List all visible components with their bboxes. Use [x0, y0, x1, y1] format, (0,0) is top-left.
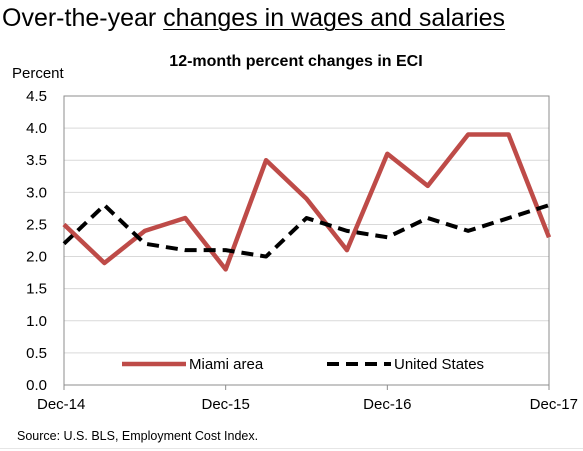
- data-point: [466, 229, 470, 233]
- data-point: [385, 152, 389, 156]
- data-point: [345, 248, 349, 252]
- y-tick-label: 4.0: [26, 120, 47, 137]
- x-tick-label: Dec-15: [201, 396, 249, 413]
- data-point: [466, 133, 470, 137]
- data-point: [183, 216, 187, 220]
- y-tick-label: 2.5: [26, 216, 47, 233]
- legend-label: Miami area: [189, 356, 264, 373]
- y-tick-label: 3.0: [26, 184, 47, 201]
- series-line: [62, 203, 550, 259]
- data-point: [305, 216, 309, 220]
- x-tick-label: Dec-17: [530, 396, 578, 413]
- data-point: [426, 216, 430, 220]
- data-point: [264, 255, 268, 259]
- legend-label: United States: [394, 356, 484, 373]
- legend: Miami area United States: [122, 356, 484, 373]
- footer-divider: [0, 448, 583, 449]
- slide-title-emphasis: changes in wages and salaries: [163, 4, 506, 32]
- data-point: [507, 133, 511, 137]
- data-point: [143, 242, 147, 246]
- chart-title: 12-month percent changes in ECI: [169, 53, 422, 70]
- x-axis-ticks: Dec-14 Dec-15 Dec-16 Dec-17: [37, 385, 578, 413]
- y-tick-label: 0.0: [26, 377, 47, 394]
- y-tick-label: 0.5: [26, 345, 47, 362]
- data-point: [224, 248, 228, 252]
- data-point: [143, 229, 147, 233]
- data-point: [183, 248, 187, 252]
- series-line: [62, 132, 552, 272]
- data-point: [305, 197, 309, 201]
- slide-title-prefix: Over-the-year: [2, 4, 164, 32]
- data-point: [385, 235, 389, 239]
- series-lines: [62, 132, 552, 272]
- y-tick-label: 1.0: [26, 313, 47, 330]
- x-tick-label: Dec-14: [37, 396, 85, 413]
- series-united-states: [62, 203, 551, 259]
- data-point: [102, 261, 106, 265]
- data-point: [507, 216, 511, 220]
- slide-title: Over-the-year changes in wages and salar…: [2, 2, 505, 34]
- data-point: [224, 267, 228, 271]
- source-note: Source: U.S. BLS, Employment Cost Index.: [17, 429, 259, 443]
- data-point: [264, 158, 268, 162]
- y-tick-label: 1.5: [26, 281, 47, 298]
- x-tick-label: Dec-16: [363, 396, 411, 413]
- y-tick-label: 3.5: [26, 152, 47, 169]
- data-point: [62, 242, 66, 246]
- data-point: [547, 235, 551, 239]
- y-axis-label: Percent: [12, 65, 65, 82]
- gridlines: [64, 127, 549, 354]
- data-point: [426, 184, 430, 188]
- y-tick-label: 2.0: [26, 249, 47, 266]
- plot-area-border: [63, 95, 550, 386]
- data-point: [345, 229, 349, 233]
- legend-item: United States: [327, 356, 484, 373]
- data-point: [102, 203, 106, 207]
- y-tick-label: 4.5: [26, 88, 47, 105]
- legend-item: Miami area: [122, 356, 264, 373]
- data-point: [62, 222, 66, 226]
- data-point: [547, 203, 551, 207]
- y-axis-ticks: 0.0 0.5 1.0 1.5 2.0 2.5 3.0 3.5 4.0 4.5: [26, 88, 47, 394]
- series-miami-area: [62, 132, 552, 272]
